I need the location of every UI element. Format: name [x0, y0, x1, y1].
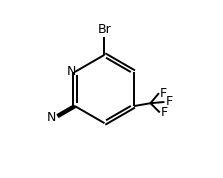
Text: Br: Br — [98, 23, 111, 36]
Text: F: F — [165, 95, 172, 108]
Text: F: F — [161, 106, 168, 119]
Text: N: N — [47, 111, 57, 124]
Text: N: N — [67, 66, 76, 78]
Text: F: F — [160, 87, 167, 100]
